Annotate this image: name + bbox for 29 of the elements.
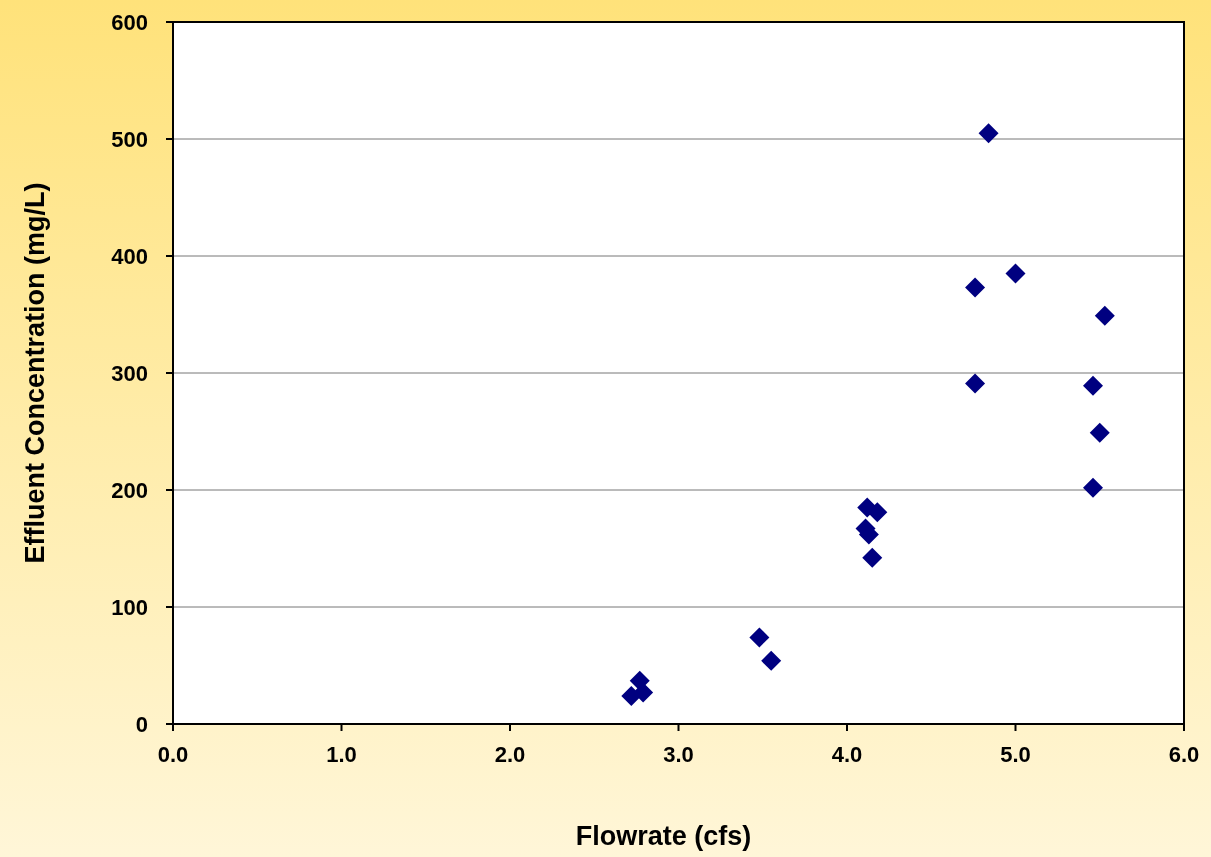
point: [1083, 477, 1104, 498]
x-tick-label: 4.0: [831, 742, 863, 767]
point: [633, 682, 654, 703]
x-tick-label: 0.0: [157, 742, 189, 767]
y-tick-label: 200: [111, 478, 148, 503]
point: [1089, 422, 1110, 443]
point: [978, 123, 999, 144]
x-axis-title: Flowrate (cfs): [575, 821, 752, 851]
y-tick-label: 300: [111, 361, 148, 386]
x-tick-label: 1.0: [326, 742, 357, 767]
x-tick-label: 2.0: [494, 742, 526, 767]
x-tick-label: 3.0: [663, 742, 694, 767]
point: [761, 650, 782, 671]
y-axis-title: Effluent Concentration (mg/L): [20, 182, 50, 564]
y-tick-label: 100: [111, 595, 148, 620]
point: [862, 547, 883, 568]
y-tick-label: 500: [111, 127, 148, 152]
y-tick-label: 600: [111, 10, 148, 35]
point: [1083, 375, 1104, 396]
point: [867, 502, 888, 523]
point: [749, 627, 770, 648]
point: [965, 277, 986, 298]
point: [1005, 263, 1026, 284]
x-tick-label: 6.0: [1168, 742, 1200, 767]
y-tick-label: 0: [135, 712, 148, 737]
point: [965, 373, 986, 394]
point: [1094, 305, 1115, 326]
y-tick-label: 400: [111, 244, 148, 269]
x-tick-label: 5.0: [1000, 742, 1031, 767]
